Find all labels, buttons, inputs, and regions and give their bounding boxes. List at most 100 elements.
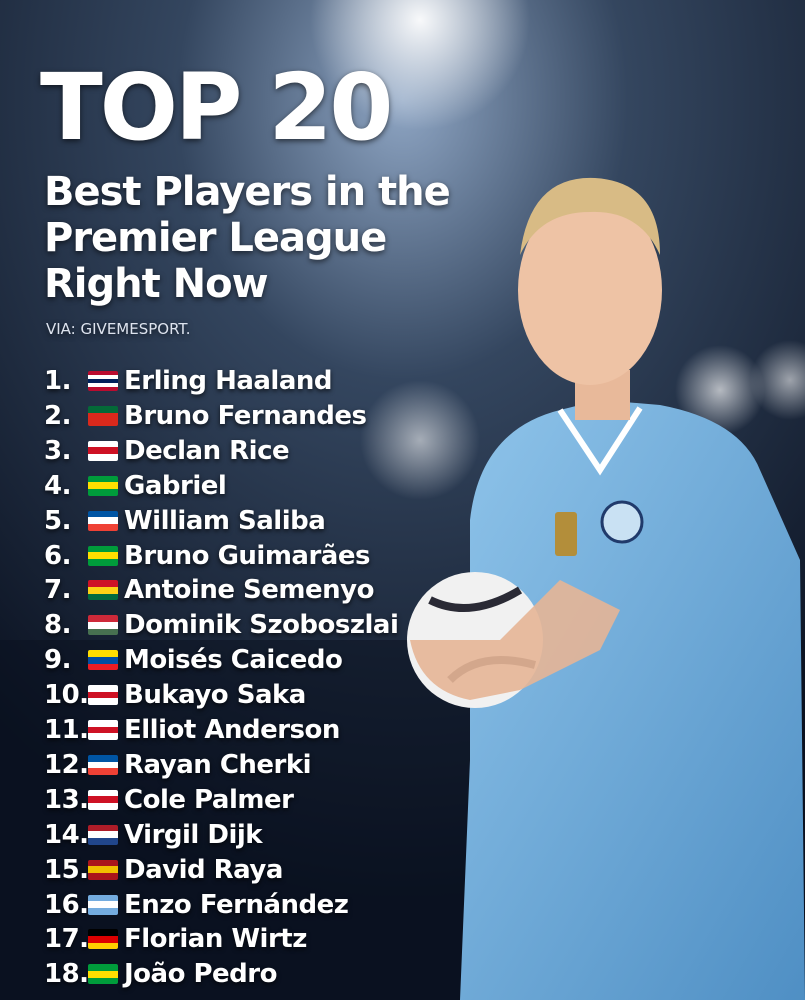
rank: 6.: [44, 540, 71, 571]
list-item: 14. Virgil Dijk: [44, 818, 263, 852]
player-name: Bukayo Saka: [124, 680, 306, 711]
player-name: João Pedro: [124, 959, 277, 990]
rank: 9.: [44, 645, 71, 676]
flag-stripe: [88, 482, 118, 490]
player-name: Virgil Dijk: [124, 819, 263, 850]
flag-stripe: [88, 942, 118, 950]
flag-stripe: [88, 475, 118, 483]
rank: 18.: [44, 959, 89, 990]
source: VIA: GIVEMESPORT.: [46, 320, 191, 338]
player-name: Bruno Fernandes: [124, 400, 367, 431]
flag-stripe: [88, 970, 118, 978]
flag: [88, 580, 118, 601]
flag-stripe: [88, 698, 118, 706]
player-name: Gabriel: [124, 470, 227, 501]
flag: [88, 371, 118, 391]
flag-stripe: [88, 663, 118, 671]
flag-stripe: [88, 761, 118, 769]
flag: [88, 615, 118, 636]
player-name: Florian Wirtz: [124, 924, 307, 955]
player-name: Dominik Szoboszlai: [124, 610, 399, 641]
list-item: 4. Gabriel: [44, 469, 227, 503]
flag-stripe: [88, 615, 118, 622]
flag-stripe: [88, 901, 118, 908]
flag-stripe: [88, 685, 118, 692]
flag-stripe: [88, 726, 118, 734]
flag: [88, 405, 118, 426]
flag-stripe: [88, 375, 118, 379]
flag-stripe: [88, 894, 118, 902]
flag-stripe: [88, 803, 118, 810]
subtitle-line: Best Players in the: [44, 169, 451, 215]
flag-stripe: [88, 405, 118, 413]
player-name: William Saliba: [124, 505, 326, 536]
flag: [88, 685, 118, 706]
rank: 11.: [44, 715, 89, 745]
flag: [88, 475, 118, 496]
flag-stripe: [88, 419, 118, 426]
flag-stripe: [88, 977, 118, 985]
title: TOP 20: [40, 54, 393, 161]
flag-stripe: [88, 936, 118, 943]
flag: [88, 754, 118, 775]
flag-stripe: [88, 754, 118, 762]
flag-stripe: [88, 831, 118, 839]
rank: 10.: [44, 680, 89, 711]
player-name: Antoine Semenyo: [124, 575, 374, 606]
rank: 7.: [44, 575, 71, 606]
flag-stripe: [88, 523, 118, 531]
rank: 3.: [44, 435, 71, 466]
flag: [88, 720, 118, 740]
list-item: 9. Moisés Caicedo: [44, 643, 343, 677]
flag-stripe: [88, 720, 118, 727]
flag-stripe: [88, 628, 118, 636]
list-item: 10. Bukayo Saka: [44, 678, 306, 712]
list-item: 3. Declan Rice: [44, 434, 290, 468]
rank: 16.: [44, 889, 89, 920]
list-item: 6. Bruno Guimarães: [44, 539, 370, 573]
list-item: 7. Antoine Semenyo: [44, 573, 374, 607]
subtitle-line: Premier League: [44, 215, 387, 261]
flag: [88, 964, 118, 985]
flag: [88, 789, 118, 810]
list-item: 16. Enzo Fernández: [44, 888, 349, 922]
rank: 1.: [44, 366, 71, 396]
flag: [88, 824, 118, 845]
flag: [88, 894, 118, 915]
flag-stripe: [88, 964, 118, 971]
player-illustration: [407, 177, 805, 1000]
rank: 2.: [44, 400, 71, 431]
flag-stripe: [88, 789, 118, 797]
list-item: 18. João Pedro: [44, 957, 277, 991]
player-name: Erling Haaland: [124, 366, 333, 396]
flag: [88, 650, 118, 671]
flag-stripe: [88, 650, 118, 657]
rank: 17.: [44, 924, 89, 955]
list-item: 2. Bruno Fernandes: [44, 399, 367, 433]
flag: [88, 545, 118, 566]
list-item: 12. Rayan Cherki: [44, 748, 312, 782]
subtitle-line: Right Now: [44, 261, 269, 307]
flag-stripe: [88, 733, 118, 740]
rank: 14.: [44, 819, 89, 850]
list-item: 17. Florian Wirtz: [44, 922, 307, 956]
player-name: Enzo Fernández: [124, 889, 349, 920]
flag-stripe: [88, 371, 118, 375]
flag: [88, 440, 118, 461]
flag-stripe: [88, 824, 118, 832]
player-name: Moisés Caicedo: [124, 645, 343, 676]
flag-stripe: [88, 517, 118, 524]
player-name: Bruno Guimarães: [124, 540, 370, 571]
player-name: Declan Rice: [124, 435, 290, 466]
flag-stripe: [88, 387, 118, 391]
flag-stripe: [88, 379, 118, 383]
flag-stripe: [88, 412, 118, 420]
flag-stripe: [88, 768, 118, 775]
rank: 4.: [44, 470, 71, 501]
flag-stripe: [88, 552, 118, 559]
player-name: Cole Palmer: [124, 784, 294, 815]
flag: [88, 510, 118, 531]
player-name: Rayan Cherki: [124, 749, 312, 780]
